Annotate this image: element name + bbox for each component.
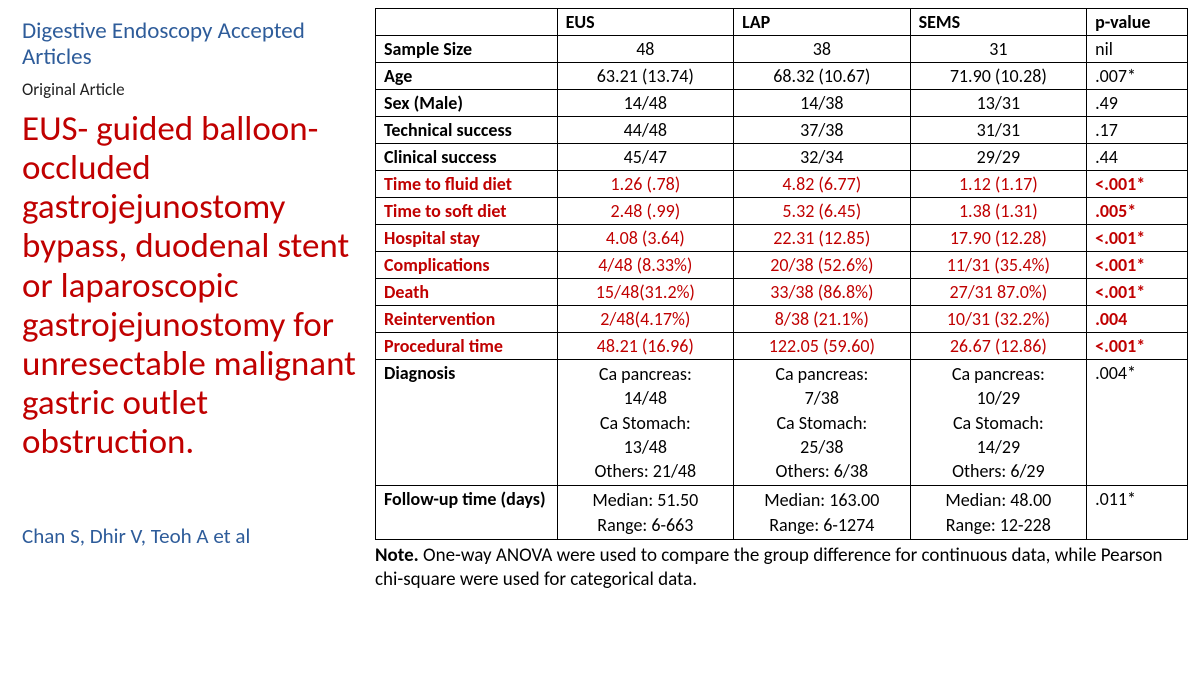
cell-pvalue: .004 — [1087, 306, 1188, 333]
cell-lap: 68.32 (10.67) — [734, 63, 911, 90]
row-label: Age — [376, 63, 558, 90]
cell-pvalue: .007* — [1087, 63, 1188, 90]
row-label: Diagnosis — [376, 360, 558, 486]
cell-pvalue: .17 — [1087, 117, 1188, 144]
cell-lap: 8/38 (21.1%) — [734, 306, 911, 333]
cell-pvalue: .44 — [1087, 144, 1188, 171]
row-label: Clinical success — [376, 144, 558, 171]
header-eus: EUS — [557, 9, 734, 36]
table-row-followup: Follow-up time (days)Median: 51.50Range:… — [376, 486, 1188, 540]
row-label: Time to soft diet — [376, 198, 558, 225]
cell-lap: 5.32 (6.45) — [734, 198, 911, 225]
row-label: Technical success — [376, 117, 558, 144]
cell-lap: Ca pancreas:7/38Ca Stomach:25/38Others: … — [734, 360, 911, 486]
cell-sems: 29/29 — [910, 144, 1087, 171]
table-row: Procedural time48.21 (16.96)122.05 (59.6… — [376, 333, 1188, 360]
cell-pvalue: <.001* — [1087, 252, 1188, 279]
table-row: Hospital stay4.08 (3.64)22.31 (12.85)17.… — [376, 225, 1188, 252]
cell-eus: 2.48 (.99) — [557, 198, 734, 225]
cell-eus: 48 — [557, 36, 734, 63]
cell-pvalue: .004* — [1087, 360, 1188, 486]
cell-eus: 2/48(4.17%) — [557, 306, 734, 333]
row-label: Follow-up time (days) — [376, 486, 558, 540]
cell-sems: 26.67 (12.86) — [910, 333, 1087, 360]
cell-eus: 45/47 — [557, 144, 734, 171]
header-pvalue: p-value — [1087, 9, 1188, 36]
cell-eus: 63.21 (13.74) — [557, 63, 734, 90]
cell-eus: Ca pancreas:14/48Ca Stomach:13/48Others:… — [557, 360, 734, 486]
table-row: Reintervention2/48(4.17%)8/38 (21.1%)10/… — [376, 306, 1188, 333]
cell-sems: 31 — [910, 36, 1087, 63]
cell-pvalue: .005* — [1087, 198, 1188, 225]
table-row: Technical success44/4837/3831/31.17 — [376, 117, 1188, 144]
cell-pvalue: .011* — [1087, 486, 1188, 540]
table-row: Clinical success45/4732/3429/29.44 — [376, 144, 1188, 171]
cell-eus: 14/48 — [557, 90, 734, 117]
journal-name: Digestive Endoscopy Accepted Articles — [22, 18, 365, 71]
cell-lap: Median: 163.00Range: 6-1274 — [734, 486, 911, 540]
cell-lap: 32/34 — [734, 144, 911, 171]
cell-sems: 71.90 (10.28) — [910, 63, 1087, 90]
cell-eus: 48.21 (16.96) — [557, 333, 734, 360]
cell-sems: 31/31 — [910, 117, 1087, 144]
cell-pvalue: <.001* — [1087, 333, 1188, 360]
cell-lap: 20/38 (52.6%) — [734, 252, 911, 279]
table-row: Complications4/48 (8.33%)20/38 (52.6%)11… — [376, 252, 1188, 279]
article-type: Original Article — [22, 79, 365, 100]
note-text: One-way ANOVA were used to compare the g… — [375, 544, 1162, 591]
row-label: Sex (Male) — [376, 90, 558, 117]
table-row-diagnosis: DiagnosisCa pancreas:14/48Ca Stomach:13/… — [376, 360, 1188, 486]
results-table: EUS LAP SEMS p-value Sample Size483831ni… — [375, 8, 1188, 540]
cell-sems: 1.38 (1.31) — [910, 198, 1087, 225]
table-row: Sex (Male)14/4814/3813/31.49 — [376, 90, 1188, 117]
cell-lap: 14/38 — [734, 90, 911, 117]
cell-lap: 37/38 — [734, 117, 911, 144]
cell-pvalue: .49 — [1087, 90, 1188, 117]
cell-lap: 33/38 (86.8%) — [734, 279, 911, 306]
cell-sems: 13/31 — [910, 90, 1087, 117]
cell-eus: Median: 51.50Range: 6-663 — [557, 486, 734, 540]
row-label: Time to fluid diet — [376, 171, 558, 198]
cell-pvalue: <.001* — [1087, 225, 1188, 252]
table-header-row: EUS LAP SEMS p-value — [376, 9, 1188, 36]
header-sems: SEMS — [910, 9, 1087, 36]
cell-lap: 122.05 (59.60) — [734, 333, 911, 360]
row-label: Reintervention — [376, 306, 558, 333]
cell-sems: 1.12 (1.17) — [910, 171, 1087, 198]
cell-sems: 10/31 (32.2%) — [910, 306, 1087, 333]
cell-sems: Ca pancreas:10/29Ca Stomach:14/29Others:… — [910, 360, 1087, 486]
cell-pvalue: <.001* — [1087, 279, 1188, 306]
table-row: Time to soft diet2.48 (.99)5.32 (6.45)1.… — [376, 198, 1188, 225]
cell-eus: 1.26 (.78) — [557, 171, 734, 198]
cell-lap: 22.31 (12.85) — [734, 225, 911, 252]
right-panel: EUS LAP SEMS p-value Sample Size483831ni… — [375, 0, 1200, 675]
cell-eus: 4/48 (8.33%) — [557, 252, 734, 279]
row-label: Complications — [376, 252, 558, 279]
header-lap: LAP — [734, 9, 911, 36]
cell-sems: 27/31 87.0%) — [910, 279, 1087, 306]
row-label: Hospital stay — [376, 225, 558, 252]
left-panel: Digestive Endoscopy Accepted Articles Or… — [0, 0, 375, 675]
cell-eus: 15/48(31.2%) — [557, 279, 734, 306]
cell-sems: 17.90 (12.28) — [910, 225, 1087, 252]
cell-sems: 11/31 (35.4%) — [910, 252, 1087, 279]
authors: Chan S, Dhir V, Teoh A et al — [22, 523, 365, 549]
cell-lap: 4.82 (6.77) — [734, 171, 911, 198]
cell-eus: 4.08 (3.64) — [557, 225, 734, 252]
article-title: EUS- guided balloon-occluded gastrojejun… — [22, 110, 365, 463]
cell-lap: 38 — [734, 36, 911, 63]
row-label: Sample Size — [376, 36, 558, 63]
table-row: Age63.21 (13.74)68.32 (10.67)71.90 (10.2… — [376, 63, 1188, 90]
cell-sems: Median: 48.00Range: 12-228 — [910, 486, 1087, 540]
table-note: Note. One-way ANOVA were used to compare… — [375, 544, 1188, 592]
cell-eus: 44/48 — [557, 117, 734, 144]
table-row: Sample Size483831nil — [376, 36, 1188, 63]
cell-pvalue: <.001* — [1087, 171, 1188, 198]
row-label: Procedural time — [376, 333, 558, 360]
cell-pvalue: nil — [1087, 36, 1188, 63]
table-row: Death15/48(31.2%)33/38 (86.8%)27/31 87.0… — [376, 279, 1188, 306]
table-row: Time to fluid diet1.26 (.78)4.82 (6.77)1… — [376, 171, 1188, 198]
header-blank — [376, 9, 558, 36]
row-label: Death — [376, 279, 558, 306]
